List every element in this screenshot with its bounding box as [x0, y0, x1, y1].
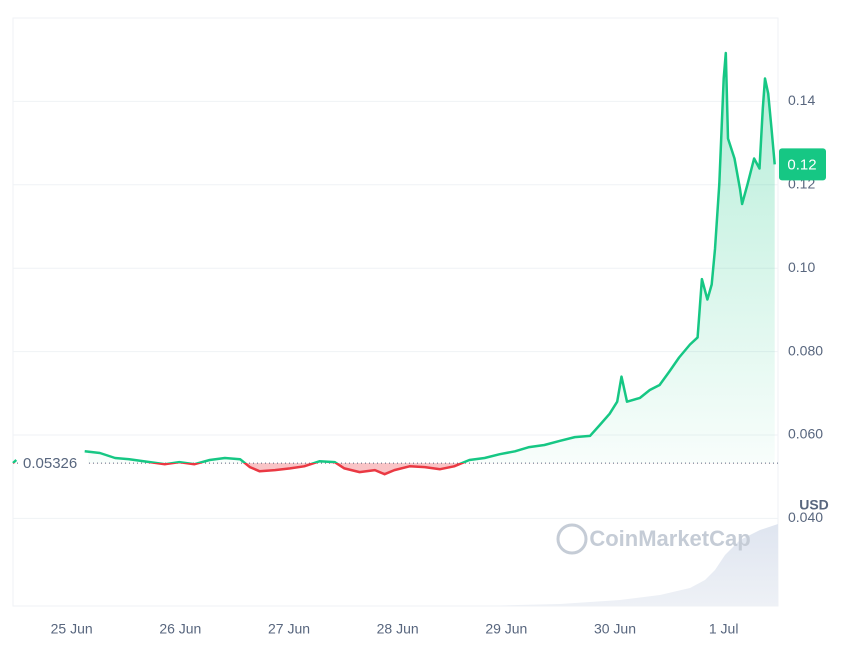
currency-label: USD	[799, 497, 829, 513]
y-tick-label: 0.040	[788, 509, 823, 525]
y-tick-label: 0.14	[788, 92, 815, 108]
plot-frame	[12, 17, 779, 607]
y-tick-label: 0.060	[788, 426, 823, 442]
plot: 0.05326 0.12	[12, 51, 826, 476]
volume-area	[480, 524, 778, 606]
baseline-label: 0.05326	[23, 455, 77, 472]
x-tick-label: 29 Jun	[485, 621, 527, 637]
x-tick-label: 27 Jun	[268, 621, 310, 637]
y-tick-label: 0.080	[788, 342, 823, 358]
current-price-label: 0.12	[787, 156, 816, 173]
current-price-badge	[779, 148, 826, 181]
x-tick-label: 30 Jun	[594, 621, 636, 637]
price-line	[12, 51, 776, 476]
y-tick-label: 0.10	[788, 259, 815, 275]
x-tick-label: 25 Jun	[51, 621, 93, 637]
watermark-logo	[556, 523, 588, 555]
price-area	[13, 53, 775, 475]
baseline-label-bg	[18, 453, 88, 474]
watermark: CoinMarketCap	[589, 526, 750, 551]
x-tick-label: 1 Jul	[709, 621, 739, 637]
x-tick-label: 28 Jun	[377, 621, 419, 637]
x-tick-label: 26 Jun	[159, 621, 201, 637]
